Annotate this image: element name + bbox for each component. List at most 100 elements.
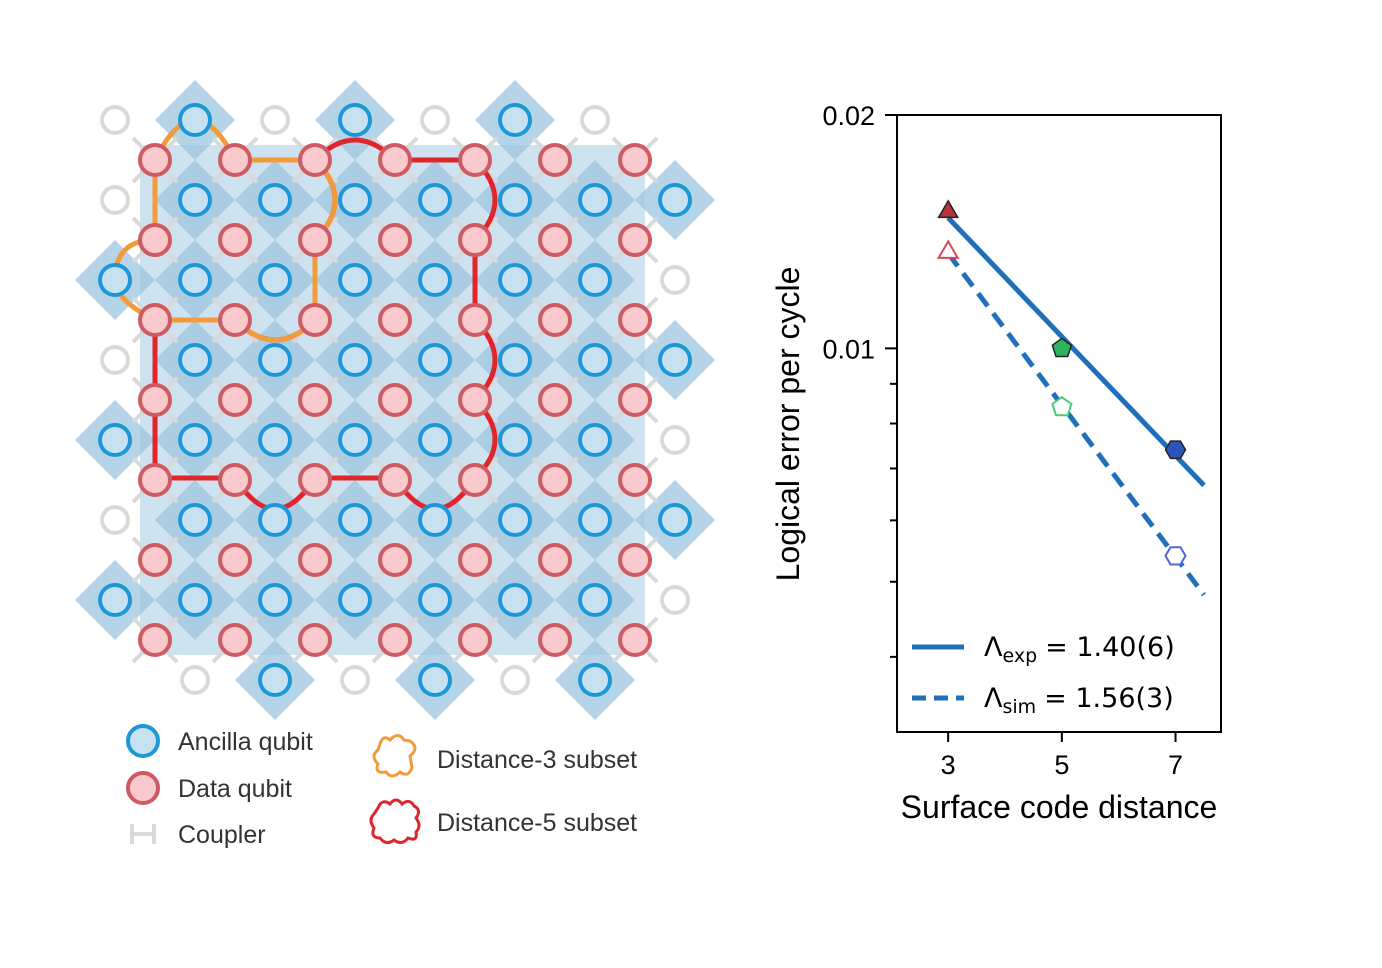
ancilla-qubit [498,343,532,377]
y-tick-label: 0.02 [822,101,875,131]
coupler-site [660,585,690,615]
legend-lambda-sim-value: = 1.56(3) [1044,683,1174,714]
legend-lambda-exp-value: = 1.40(6) [1045,632,1175,663]
coupler-site [100,105,130,135]
data-qubit [618,303,652,337]
ancilla-qubit [338,343,372,377]
data-qubit [458,463,492,497]
legend-data-marker [126,771,160,805]
data-qubit [458,223,492,257]
ancilla-qubit [338,103,372,137]
legend-distance-3-label: Distance-3 subset [437,746,637,774]
coupler-site [180,665,210,695]
ancilla-qubit [418,263,452,297]
ancilla-qubit [418,663,452,697]
legend-distance-5-icon [369,798,421,845]
coupler-site [660,425,690,455]
ancilla-qubit [498,583,532,617]
data-qubit [618,543,652,577]
data-qubit [138,383,172,417]
ancilla-qubit [418,183,452,217]
data-qubit [538,463,572,497]
x-axis-ticks: 3 5 7 [941,732,1183,780]
data-qubit [218,223,252,257]
data-qubit [138,623,172,657]
ancilla-qubit [178,503,212,537]
ancilla-qubit [98,583,132,617]
coupler-site [660,265,690,295]
coupler-site [260,105,290,135]
ancilla-qubit [338,263,372,297]
data-qubit [218,143,252,177]
legend-lambda-sim-subscript: sim [1002,696,1036,718]
legend-lambda-sim: Λsim = 1.56(3) [984,683,1174,718]
ancilla-qubit [258,423,292,457]
ancilla-qubit [258,343,292,377]
ancilla-qubit [258,503,292,537]
data-qubit [378,383,412,417]
data-qubit [458,623,492,657]
data-qubit [618,463,652,497]
experiment-pentagon-marker-d5 [1051,337,1073,358]
data-qubit [138,143,172,177]
ancilla-qubit [338,583,372,617]
ancilla-qubit [498,423,532,457]
data-qubit [218,623,252,657]
data-qubit [298,223,332,257]
ancilla-qubit [178,263,212,297]
data-qubit [138,223,172,257]
ancilla-qubit [498,503,532,537]
data-qubit [378,143,412,177]
y-axis-label: Logical error per cycle [770,267,806,582]
ancilla-qubit [178,423,212,457]
coupler-site [100,505,130,535]
ancilla-qubit [418,423,452,457]
ancilla-qubit [178,183,212,217]
ancilla-qubit [258,583,292,617]
coupler-site [100,345,130,375]
logical-error-chart: 0.02 0.01 3 5 7 Surface code distance Logic… [770,101,1222,825]
data-qubit [298,143,332,177]
data-qubit [538,223,572,257]
data-qubit [538,383,572,417]
data-qubit [298,623,332,657]
ancilla-qubit [418,343,452,377]
data-qubit [298,463,332,497]
x-axis-label: Surface code distance [901,789,1218,825]
data-qubit [618,623,652,657]
coupler-site [100,185,130,215]
data-qubit [138,543,172,577]
ancilla-qubit [338,183,372,217]
ancilla-qubit [498,103,532,137]
chart-legend: Λexp = 1.40(6) Λsim = 1.56(3) [912,632,1175,718]
data-qubit [538,543,572,577]
legend-coupler-icon [130,824,156,844]
data-qubit [378,623,412,657]
data-qubit [298,303,332,337]
coupler-site [420,105,450,135]
layout-legend: Ancilla qubit Data qubit Coupler Distanc… [126,724,637,849]
legend-lambda-exp-subscript: exp [1002,645,1037,667]
data-qubit [298,543,332,577]
coupler-site [580,105,610,135]
data-qubit [218,543,252,577]
data-qubit [218,303,252,337]
legend-ancilla-marker [126,724,160,758]
data-qubit [138,303,172,337]
simulation-fit-line [946,251,1206,597]
experiment-fit-line [946,215,1206,488]
ancilla-qubit [578,263,612,297]
ancilla-qubit [178,343,212,377]
data-qubit [538,303,572,337]
data-qubit [378,543,412,577]
ancilla-qubit [98,263,132,297]
ancilla-qubit [258,663,292,697]
data-qubit [618,383,652,417]
legend-ancilla-label: Ancilla qubit [178,728,313,756]
qubit-layout-panel [75,80,715,720]
ancilla-qubit [178,583,212,617]
legend-distance-5-label: Distance-5 subset [437,809,637,837]
data-qubit [378,303,412,337]
data-qubit [538,143,572,177]
